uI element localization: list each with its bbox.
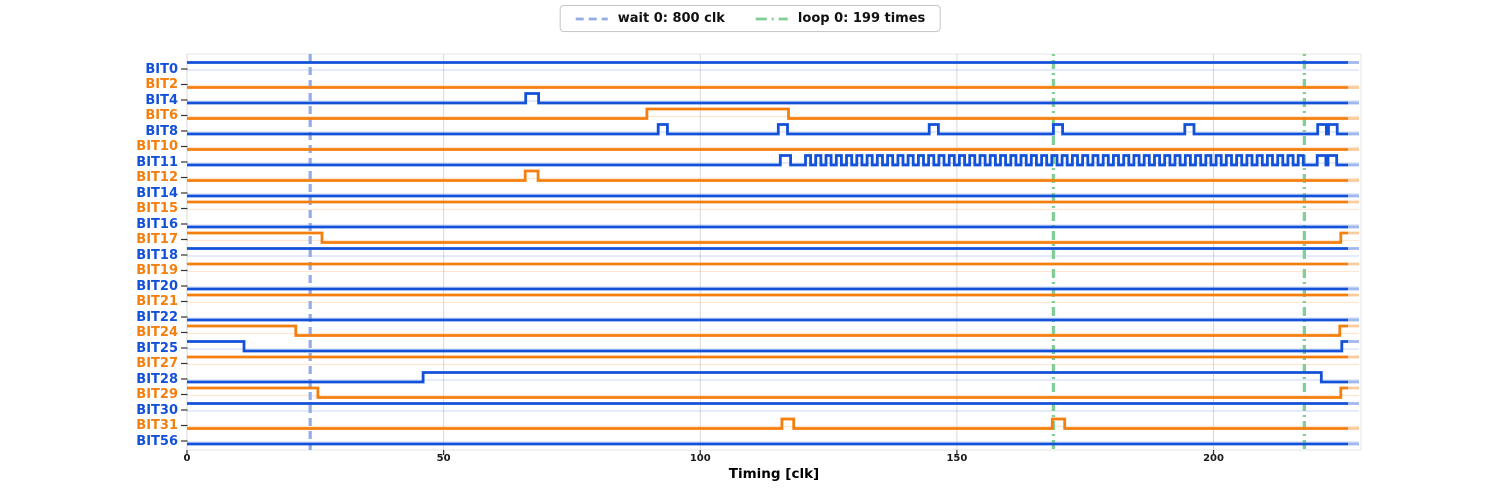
legend: wait 0: 800 clk loop 0: 199 times	[559, 5, 941, 32]
signal-label-bit29: BIT29	[136, 387, 178, 402]
signal-label-bit20: BIT20	[136, 278, 178, 294]
signal-label-bit27: BIT27	[136, 356, 178, 371]
signal-label-bit11: BIT11	[136, 154, 178, 170]
signal-label-bit56: BIT56	[136, 433, 178, 449]
x-tick-label: 0	[183, 453, 191, 464]
x-tick-label: 200	[1203, 453, 1224, 464]
legend-label-loop: loop 0: 199 times	[797, 11, 926, 26]
signal-label-bit4: BIT4	[145, 92, 178, 108]
signal-label-bit18: BIT18	[136, 247, 178, 263]
signal-label-bit30: BIT30	[136, 402, 178, 418]
signal-label-bit16: BIT16	[136, 216, 178, 232]
signal-label-bit10: BIT10	[136, 139, 178, 154]
x-tick-label: 150	[946, 453, 968, 464]
legend-label-wait: wait 0: 800 clk	[617, 11, 725, 26]
signal-label-bit24: BIT24	[136, 325, 178, 340]
x-tick-label: 50	[436, 453, 451, 464]
signal-label-bit12: BIT12	[136, 170, 178, 185]
signal-label-bit15: BIT15	[136, 201, 178, 216]
signal-label-bit8: BIT8	[145, 123, 178, 139]
signal-label-bit25: BIT25	[136, 340, 178, 356]
signal-label-bit19: BIT19	[136, 263, 178, 278]
signal-label-bit14: BIT14	[136, 185, 178, 201]
legend-item-loop: loop 0: 199 times	[755, 11, 925, 26]
loop-line-swatch	[755, 17, 788, 20]
x-axis-label: Timing [clk]	[728, 466, 820, 482]
signal-label-bit28: BIT28	[136, 371, 178, 387]
signal-label-bit2: BIT2	[145, 77, 178, 92]
legend-item-wait: wait 0: 800 clk	[575, 11, 725, 26]
x-tick-label: 100	[689, 453, 711, 464]
signal-label-bit17: BIT17	[136, 232, 178, 247]
signal-label-bit31: BIT31	[136, 418, 178, 433]
signal-label-bit6: BIT6	[145, 108, 178, 123]
signal-label-bit22: BIT22	[136, 309, 178, 325]
wait-line-swatch	[575, 17, 608, 20]
signal-label-bit0: BIT0	[145, 61, 178, 77]
signal-label-bit21: BIT21	[136, 294, 178, 309]
